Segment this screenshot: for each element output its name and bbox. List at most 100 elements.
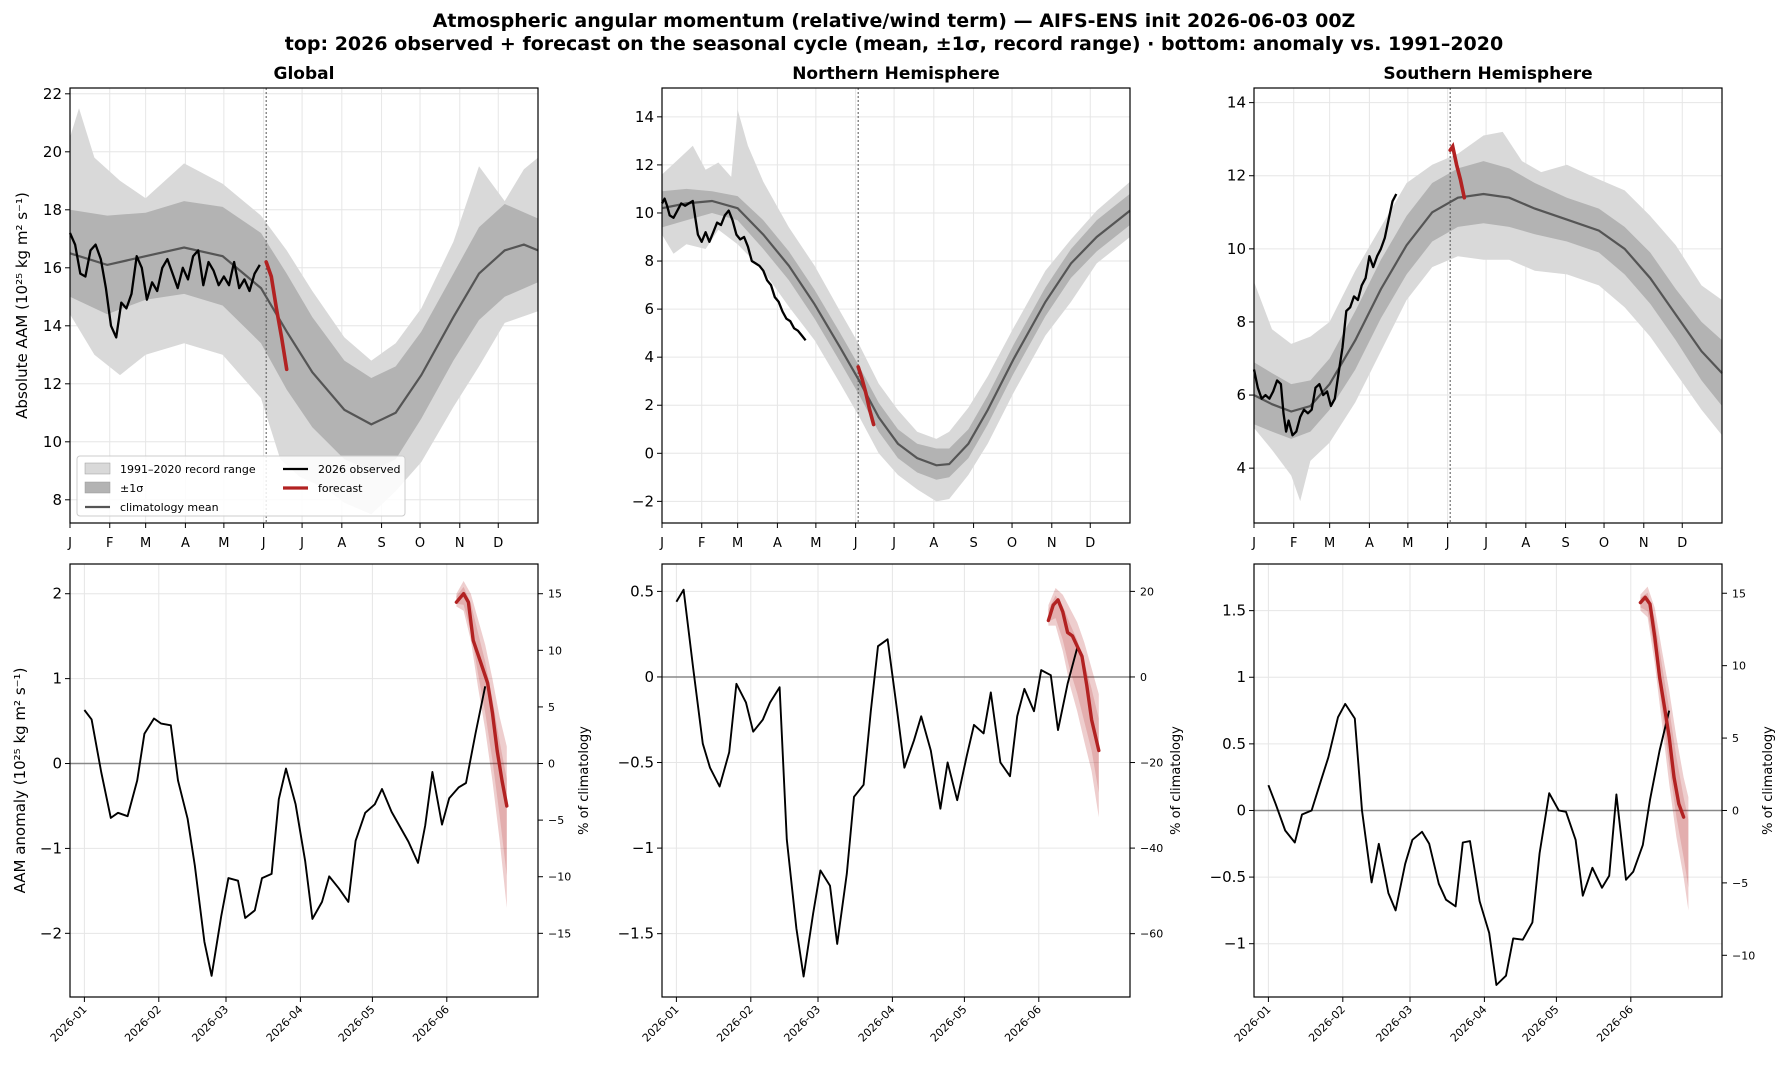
x-tick-label: D bbox=[1085, 536, 1095, 551]
x-tick-label: 2026-04 bbox=[1448, 1003, 1490, 1045]
y-tick-label: 2 bbox=[644, 396, 654, 414]
x-tick-label: M bbox=[732, 536, 743, 551]
suptitle-line-2: top: 2026 observed + forecast on the sea… bbox=[285, 33, 1503, 55]
y-tick-label: −2 bbox=[632, 492, 654, 510]
x-tick-label: S bbox=[969, 536, 977, 551]
y-tick-label: 4 bbox=[644, 348, 654, 366]
legend-label-clim-mean: climatology mean bbox=[120, 501, 219, 514]
x-tick-label: A bbox=[929, 536, 938, 551]
y-tick-label: 12 bbox=[635, 156, 654, 174]
gridlines bbox=[1254, 564, 1722, 997]
y-right-tick-label: 0 bbox=[1140, 671, 1147, 684]
panel-bottom-sh: −1 −0.5 0 0.5 1 1.5 15 10 5 0 −5 −10 % of climatolog… bbox=[1210, 563, 1776, 1045]
sigma-band bbox=[1254, 161, 1722, 439]
panel-title: Southern Hemisphere bbox=[1383, 64, 1592, 84]
y-tick-label: −0.5 bbox=[1210, 868, 1246, 886]
y-right-tick-label: 15 bbox=[548, 588, 562, 601]
suptitle-line-1: Atmospheric angular momentum (relative/w… bbox=[433, 10, 1356, 32]
panel-bottom-nh: −1.5 −1 −0.5 0 0.5 20 0 −20 −40 −60 % of climatolo… bbox=[618, 563, 1184, 1045]
observed-line bbox=[1252, 193, 1398, 437]
y-right-tick-label: 10 bbox=[548, 644, 562, 657]
y-tick-label: 0 bbox=[644, 668, 654, 686]
x-tick-label: J bbox=[1445, 536, 1450, 551]
anomaly-forecast-line bbox=[1046, 598, 1101, 753]
x-tick-label: 2026-01 bbox=[48, 1003, 90, 1045]
legend: 1991–2020 record range ±1σ climatology mea… bbox=[76, 455, 406, 517]
y-right-tick-label: 0 bbox=[1732, 804, 1739, 817]
x-tick-label: N bbox=[1047, 536, 1057, 551]
x-tick-label: 2026-06 bbox=[1594, 1003, 1636, 1045]
x-tick-label: J bbox=[659, 536, 664, 551]
x-tick-label: O bbox=[1599, 536, 1609, 551]
x-tick-label: D bbox=[1677, 536, 1687, 551]
observed-line bbox=[68, 232, 261, 339]
legend-swatch-sigma bbox=[84, 481, 111, 494]
axes-frame bbox=[69, 563, 539, 998]
y-tick-label: 0.5 bbox=[1222, 735, 1246, 753]
climatology-mean-line bbox=[661, 199, 1131, 467]
panel-title: Northern Hemisphere bbox=[792, 64, 1000, 84]
anomaly-forecast-line bbox=[1638, 595, 1686, 819]
axes-frame bbox=[1253, 563, 1723, 998]
climatology-mean-line bbox=[69, 243, 539, 426]
panel-top-nh: Northern Hemisphere −2 0 2 4 6 8 10 12 14 J F M A M J J A… bbox=[632, 64, 1131, 551]
x-tick-label: O bbox=[1007, 536, 1017, 551]
y-right-tick-label: 5 bbox=[1732, 732, 1739, 745]
x-tick-label: 2026-03 bbox=[781, 1003, 823, 1045]
y-tick-label: 14 bbox=[1227, 94, 1246, 112]
y-right-tick-label: −5 bbox=[548, 814, 564, 827]
x-tick-label: J bbox=[1251, 536, 1256, 551]
x-tick-label: 2026-02 bbox=[1306, 1003, 1348, 1045]
x-tick-label: A bbox=[1521, 536, 1530, 551]
observed-line bbox=[660, 197, 807, 342]
y-right-tick-label: 0 bbox=[548, 758, 555, 771]
x-tick-label: J bbox=[891, 536, 896, 551]
y-tick-label: 0 bbox=[52, 755, 62, 773]
x-tick-label: F bbox=[698, 536, 705, 551]
x-tick-label: A bbox=[773, 536, 782, 551]
forecast-line bbox=[1448, 142, 1467, 200]
y-tick-label: 0 bbox=[644, 444, 654, 462]
y-tick-label: 16 bbox=[43, 259, 62, 277]
legend-label-record-range: 1991–2020 record range bbox=[120, 463, 256, 476]
gridlines bbox=[70, 564, 538, 997]
legend-swatch-record-range bbox=[84, 462, 111, 475]
y-tick-label: −1 bbox=[1224, 935, 1246, 953]
forecast-spread-band bbox=[1640, 586, 1689, 911]
anomaly-forecast-line bbox=[454, 592, 509, 808]
y-tick-label: 0.5 bbox=[630, 582, 654, 600]
anomaly-observed-line bbox=[675, 588, 1079, 978]
x-tick-label: O bbox=[415, 536, 425, 551]
legend-label-observed: 2026 observed bbox=[318, 463, 400, 476]
right-y-axis-label: % of climatology bbox=[1761, 726, 1776, 835]
x-tick-label: 2026-02 bbox=[714, 1003, 756, 1045]
y-right-tick-label: 5 bbox=[548, 701, 555, 714]
forecast-line bbox=[856, 365, 876, 427]
legend-label-forecast: forecast bbox=[318, 482, 363, 495]
y-tick-label: 8 bbox=[644, 252, 654, 270]
x-tick-label: M bbox=[810, 536, 821, 551]
x-tick-label: M bbox=[140, 536, 151, 551]
y-tick-label: 12 bbox=[43, 375, 62, 393]
gridlines bbox=[662, 564, 1130, 997]
right-y-axis-label: % of climatology bbox=[1169, 726, 1184, 835]
x-tick-label: S bbox=[1561, 536, 1569, 551]
x-tick-label: N bbox=[455, 536, 465, 551]
legend-box bbox=[76, 455, 406, 517]
forecast-line bbox=[264, 260, 289, 372]
y-tick-label: 18 bbox=[43, 201, 62, 219]
x-tick-label: A bbox=[1365, 536, 1374, 551]
y-tick-label: −1.5 bbox=[618, 925, 654, 943]
y-tick-label: 0 bbox=[1236, 801, 1246, 819]
anomaly-observed-line bbox=[83, 686, 487, 977]
y-tick-label: −1 bbox=[632, 839, 654, 857]
x-tick-label: 2026-06 bbox=[410, 1003, 452, 1045]
sigma-band bbox=[662, 188, 1130, 480]
x-tick-label: S bbox=[377, 536, 385, 551]
x-tick-label: 2026-05 bbox=[336, 1003, 378, 1045]
y-tick-label: 10 bbox=[635, 204, 654, 222]
x-tick-label: J bbox=[67, 536, 72, 551]
y-right-tick-label: −10 bbox=[1732, 949, 1755, 962]
y-right-tick-label: 15 bbox=[1732, 587, 1746, 600]
